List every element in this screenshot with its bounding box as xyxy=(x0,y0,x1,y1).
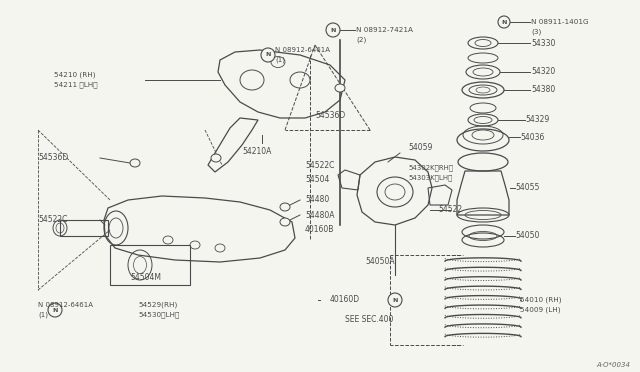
Circle shape xyxy=(326,23,340,37)
Text: 54480: 54480 xyxy=(305,196,329,205)
Text: N 08912-6461A: N 08912-6461A xyxy=(275,47,330,53)
Text: 54380: 54380 xyxy=(531,86,556,94)
Text: (1): (1) xyxy=(38,312,48,318)
Ellipse shape xyxy=(280,203,290,211)
Text: 54210 (RH): 54210 (RH) xyxy=(54,72,95,78)
Text: (1): (1) xyxy=(275,57,285,63)
Text: (2): (2) xyxy=(356,37,366,43)
Circle shape xyxy=(388,293,402,307)
Circle shape xyxy=(261,48,275,62)
Ellipse shape xyxy=(130,159,140,167)
Text: 54010 (RH): 54010 (RH) xyxy=(520,297,561,303)
Ellipse shape xyxy=(280,218,290,226)
Text: SEE SEC.400: SEE SEC.400 xyxy=(345,315,394,324)
Circle shape xyxy=(498,16,510,28)
Text: 54529(RH): 54529(RH) xyxy=(138,302,177,308)
Text: N 08911-1401G: N 08911-1401G xyxy=(531,19,589,25)
Text: N: N xyxy=(52,308,58,312)
Text: N: N xyxy=(266,52,271,58)
Text: N 08912-7421A: N 08912-7421A xyxy=(356,27,413,33)
Text: N: N xyxy=(501,19,507,25)
Text: N: N xyxy=(330,28,336,32)
Text: 54522C: 54522C xyxy=(38,215,67,224)
Text: 54036: 54036 xyxy=(520,132,545,141)
Text: 54320: 54320 xyxy=(531,67,556,77)
Text: 54536D: 54536D xyxy=(38,154,68,163)
Text: 40160D: 40160D xyxy=(330,295,360,305)
Text: 54302K〈RH〉: 54302K〈RH〉 xyxy=(408,165,453,171)
Text: 54536D: 54536D xyxy=(315,110,345,119)
Text: (3): (3) xyxy=(531,29,541,35)
Text: 54330: 54330 xyxy=(531,38,556,48)
Text: 40160B: 40160B xyxy=(305,225,334,234)
Text: 54303K〈LH〉: 54303K〈LH〉 xyxy=(408,175,452,181)
Text: 54480A: 54480A xyxy=(305,211,335,219)
Ellipse shape xyxy=(190,241,200,249)
Text: 54211 〈LH〉: 54211 〈LH〉 xyxy=(54,82,98,88)
Ellipse shape xyxy=(335,84,345,92)
Circle shape xyxy=(48,303,62,317)
Ellipse shape xyxy=(211,154,221,162)
Text: 54009 (LH): 54009 (LH) xyxy=(520,307,561,313)
Text: N 08912-6461A: N 08912-6461A xyxy=(38,302,93,308)
Text: 54504M: 54504M xyxy=(130,273,161,282)
Ellipse shape xyxy=(163,236,173,244)
Text: 54059: 54059 xyxy=(408,144,433,153)
Text: 54522C: 54522C xyxy=(305,160,334,170)
Text: N: N xyxy=(392,298,397,302)
Text: 54055: 54055 xyxy=(515,183,540,192)
Text: A·O*0034: A·O*0034 xyxy=(596,362,630,368)
Ellipse shape xyxy=(215,244,225,252)
Text: 54050: 54050 xyxy=(515,231,540,241)
Text: 54504: 54504 xyxy=(305,176,330,185)
Text: 54210A: 54210A xyxy=(242,148,271,157)
Text: 54050A: 54050A xyxy=(365,257,395,266)
Text: 54522: 54522 xyxy=(438,205,462,215)
Text: 54329: 54329 xyxy=(525,115,549,125)
Text: 54530〈LH〉: 54530〈LH〉 xyxy=(138,312,179,318)
